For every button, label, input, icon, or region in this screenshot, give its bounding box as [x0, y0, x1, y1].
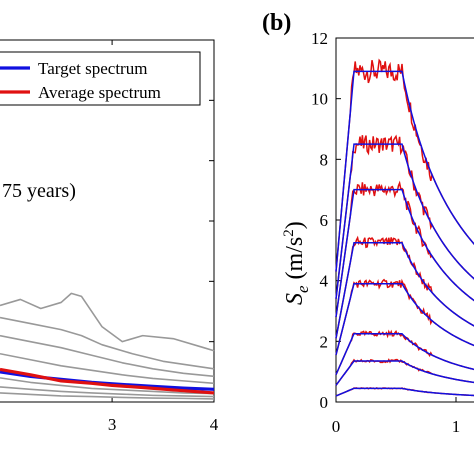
record-series-line [0, 334, 215, 378]
y-tick-label: 2 [320, 332, 329, 351]
target-spectrum-line [335, 360, 474, 386]
legend-label: Average spectrum [38, 83, 161, 102]
y-tick-label: 0 [320, 393, 329, 412]
ylabel-subscript: e [293, 285, 312, 293]
panel-b-label: (b) [262, 10, 291, 36]
x-tick-label: 1 [452, 417, 461, 436]
y-tick-label: 6 [320, 211, 329, 230]
ylabel-close-paren: ) [282, 221, 308, 229]
panel-b-ticks: 0 2 4 6 8 10 12 0 1 [311, 29, 460, 436]
y-tick-label: 10 [311, 90, 328, 109]
ylabel-superscript: 2 [281, 229, 297, 237]
x-tick-label: 0 [332, 417, 341, 436]
y-tick-label: 8 [320, 150, 329, 169]
ylabel-symbol: S [282, 293, 308, 305]
record-series-line [0, 316, 215, 370]
target-spectrum-line [335, 282, 474, 356]
average-spectrum-line [335, 329, 474, 376]
record-series-line [0, 352, 215, 385]
target-spectrum-line [335, 242, 474, 339]
panel-b-series [335, 58, 474, 397]
target-spectrum-line [335, 387, 474, 397]
y-tick-label: 12 [311, 29, 328, 48]
panel-b-y-axis-label: Se (m/s2) [281, 221, 312, 305]
legend-box [0, 51, 201, 106]
record-series-line [0, 392, 215, 400]
record-series-line [0, 292, 215, 352]
legend-label: Target spectrum [38, 59, 147, 78]
x-tick-label: 4 [210, 415, 219, 434]
panel-a-legend: Target spectrum Average spectrum [0, 51, 201, 106]
target-spectrum-line [335, 70, 474, 272]
target-spectrum-line [335, 188, 474, 318]
y-tick-label: 4 [320, 272, 329, 291]
target-spectrum-line [335, 333, 474, 376]
average-series-line [0, 367, 215, 395]
panel-a-annotation: 75 years) [2, 180, 76, 202]
record-series-line [0, 386, 215, 398]
record-series-line [0, 377, 215, 395]
target-spectrum-line [335, 143, 474, 299]
ylabel-unit: (m/s [282, 237, 308, 280]
x-tick-label: 3 [108, 415, 117, 434]
panel-a-series [0, 292, 215, 400]
average-spectrum-line [335, 278, 474, 356]
